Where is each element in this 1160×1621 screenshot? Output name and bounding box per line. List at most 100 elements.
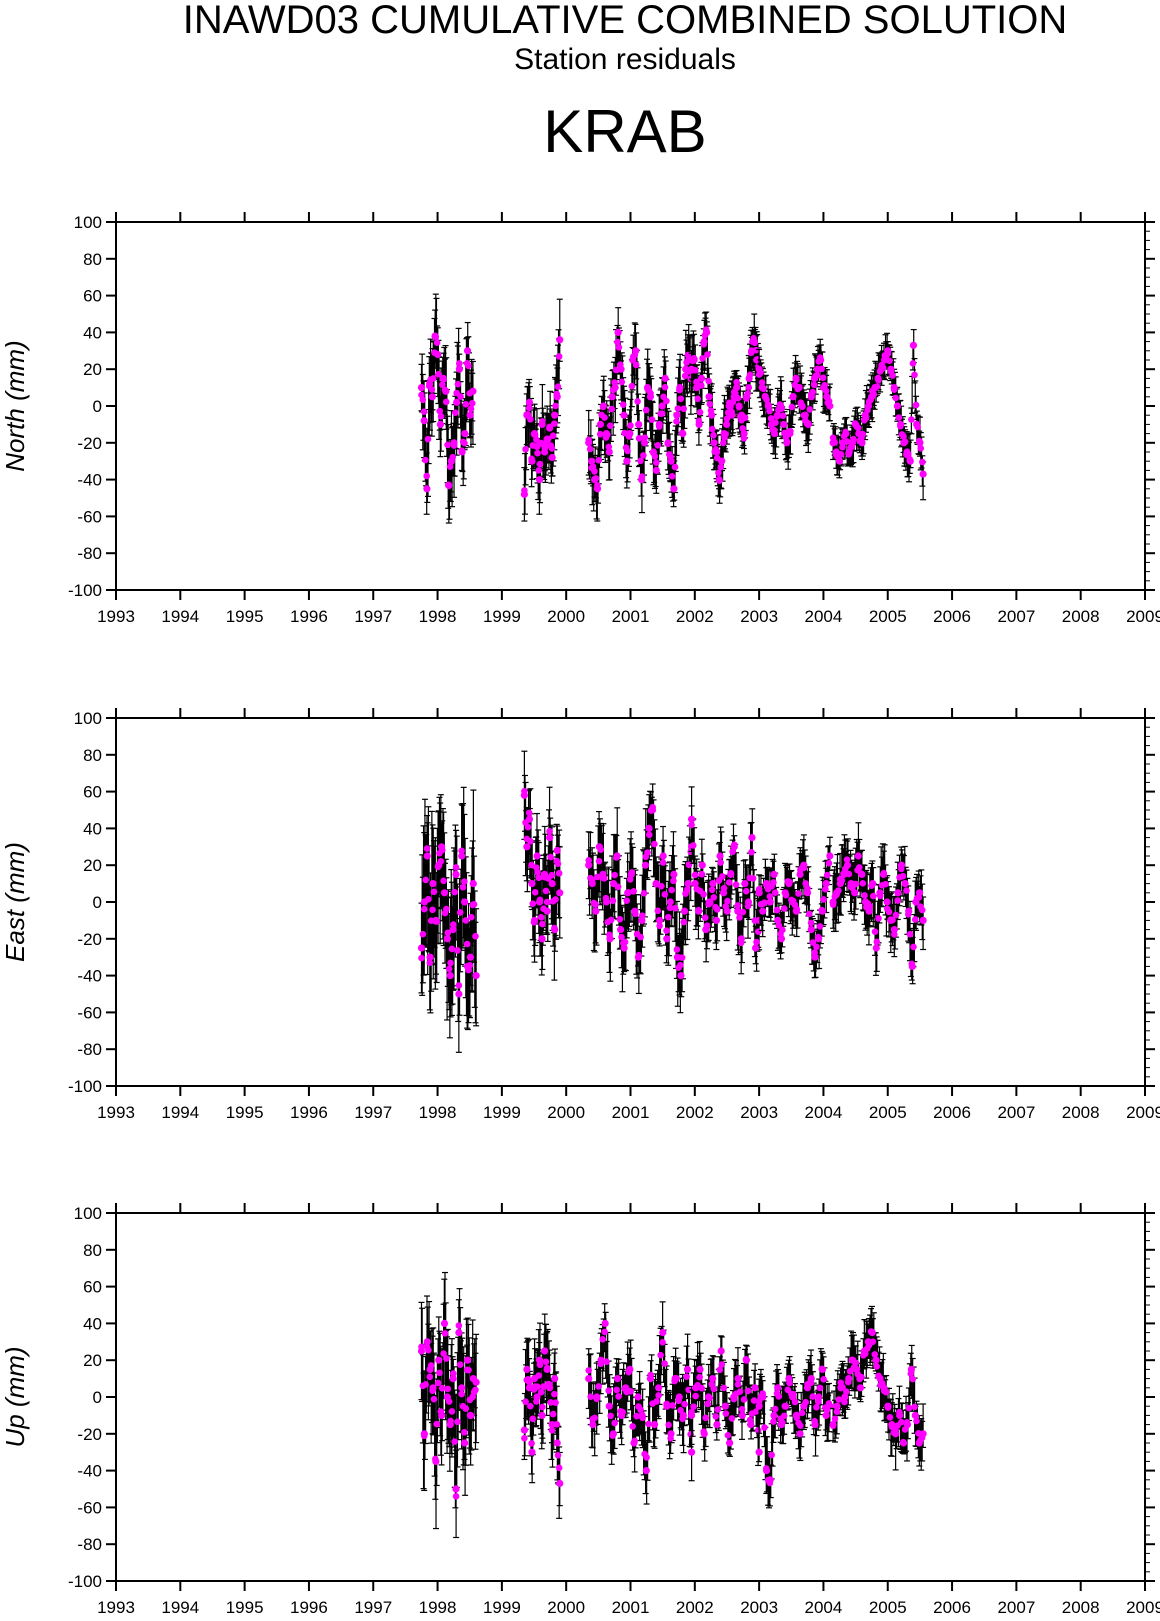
y-axis-label: Up (mm) bbox=[0, 1346, 30, 1447]
data-point bbox=[690, 842, 697, 849]
data-point bbox=[825, 859, 833, 867]
data-point bbox=[856, 864, 863, 871]
data-point bbox=[869, 892, 877, 900]
data-point bbox=[658, 882, 665, 890]
data-point bbox=[684, 880, 692, 888]
data-point bbox=[426, 1373, 434, 1381]
data-point bbox=[727, 870, 735, 879]
data-point bbox=[438, 1384, 446, 1392]
data-point bbox=[887, 916, 895, 925]
x-tick-label: 2001 bbox=[612, 1598, 650, 1617]
y-tick-label: -80 bbox=[77, 1040, 102, 1059]
data-point bbox=[792, 907, 800, 915]
data-point bbox=[444, 929, 452, 937]
data-point bbox=[554, 860, 562, 868]
x-tick-label: 2004 bbox=[805, 1103, 843, 1122]
data-point bbox=[553, 393, 561, 401]
data-point bbox=[670, 877, 677, 885]
data-point bbox=[642, 406, 650, 414]
x-tick-label: 1996 bbox=[290, 607, 328, 626]
data-point bbox=[631, 907, 639, 915]
x-tick-label: 1995 bbox=[226, 1598, 264, 1617]
data-point bbox=[682, 365, 690, 373]
data-point bbox=[751, 944, 760, 952]
data-point bbox=[426, 959, 434, 967]
x-tick-label: 1994 bbox=[161, 1598, 199, 1617]
data-point bbox=[909, 360, 917, 367]
data-point bbox=[455, 982, 463, 989]
data-point bbox=[590, 476, 599, 484]
data-point bbox=[710, 431, 717, 439]
data-point bbox=[593, 485, 602, 493]
data-point bbox=[668, 886, 676, 894]
data-point bbox=[842, 430, 850, 438]
data-point bbox=[452, 409, 459, 416]
data-point bbox=[454, 380, 462, 388]
y-tick-label: 60 bbox=[83, 287, 102, 306]
data-point bbox=[781, 889, 789, 897]
data-point bbox=[452, 1485, 460, 1493]
x-tick-label: 1997 bbox=[354, 1598, 392, 1617]
data-point bbox=[680, 918, 688, 926]
data-point bbox=[879, 870, 888, 879]
x-tick-label: 1999 bbox=[483, 607, 521, 626]
data-point bbox=[542, 887, 550, 895]
data-point bbox=[458, 847, 465, 855]
data-point bbox=[745, 384, 753, 391]
data-point bbox=[895, 414, 903, 421]
panel-3: 1993 1994 1995 1996 1997 1998 1999 2000 2001 2002… bbox=[0, 1203, 1160, 1617]
x-tick-label: 2006 bbox=[933, 1598, 971, 1617]
data-point bbox=[535, 467, 543, 474]
data-point bbox=[840, 870, 848, 879]
data-point bbox=[648, 416, 656, 423]
data-point bbox=[543, 907, 551, 915]
data-point bbox=[443, 935, 451, 943]
data-point bbox=[426, 953, 434, 961]
data-point bbox=[588, 880, 596, 888]
data-point bbox=[822, 885, 829, 893]
data-point bbox=[680, 907, 689, 915]
data-point bbox=[832, 448, 840, 456]
x-tick-label: 2002 bbox=[676, 1103, 714, 1122]
data-point bbox=[845, 448, 853, 456]
data-point bbox=[463, 940, 471, 948]
data-point bbox=[903, 448, 911, 456]
data-point bbox=[806, 406, 814, 413]
data-point bbox=[528, 457, 536, 465]
data-point bbox=[463, 1356, 472, 1364]
data-point bbox=[796, 870, 804, 879]
data-point bbox=[616, 915, 624, 923]
data-point bbox=[423, 472, 430, 480]
data-point bbox=[789, 898, 797, 906]
data-point bbox=[440, 877, 447, 885]
data-point bbox=[455, 360, 463, 367]
data-point bbox=[874, 374, 882, 382]
data-point bbox=[551, 411, 559, 419]
data-point bbox=[698, 861, 706, 869]
data-point bbox=[595, 456, 603, 464]
data-point bbox=[755, 889, 763, 897]
data-point bbox=[463, 962, 472, 971]
data-point bbox=[447, 457, 455, 465]
x-tick-label: 1997 bbox=[354, 607, 392, 626]
data-point bbox=[551, 926, 559, 934]
x-tick-label: 2001 bbox=[612, 607, 650, 626]
data-point bbox=[435, 1356, 443, 1364]
data-point bbox=[910, 943, 917, 951]
data-point bbox=[900, 439, 908, 447]
data-point bbox=[884, 347, 892, 355]
data-point bbox=[829, 898, 837, 906]
data-point bbox=[420, 408, 428, 415]
data-point bbox=[761, 899, 768, 906]
data-point bbox=[602, 430, 610, 438]
data-point bbox=[889, 372, 896, 379]
x-tick-label: 2000 bbox=[547, 607, 585, 626]
x-tick-label: 1995 bbox=[226, 1103, 264, 1122]
data-point bbox=[643, 384, 652, 392]
x-tick-label: 1997 bbox=[354, 1103, 392, 1122]
station-name: KRAB bbox=[543, 98, 707, 165]
y-tick-label: 20 bbox=[83, 856, 102, 875]
data-point bbox=[779, 926, 786, 934]
data-point bbox=[748, 834, 756, 842]
data-point bbox=[687, 365, 696, 373]
